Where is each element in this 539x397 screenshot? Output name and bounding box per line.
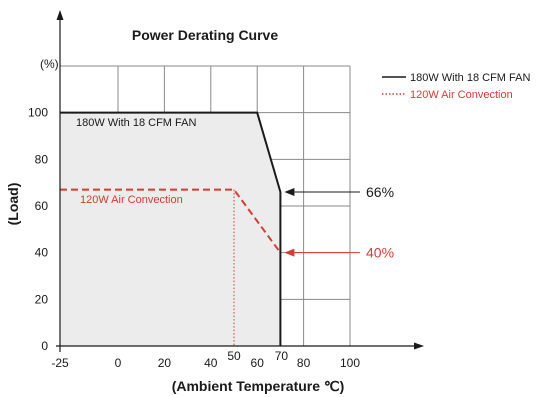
callout-40-label: 40% bbox=[366, 245, 394, 261]
y-axis-title: (Load) bbox=[5, 183, 21, 226]
x-tick-label: 100 bbox=[340, 356, 360, 370]
x-tick-label: 20 bbox=[158, 356, 172, 370]
legend-label: 120W Air Convection bbox=[410, 89, 513, 101]
marker-50-label: 50 bbox=[227, 349, 241, 363]
x-tick-label: 40 bbox=[204, 356, 218, 370]
callout-40-arrow bbox=[284, 248, 295, 257]
x-tick-label: 0 bbox=[115, 356, 122, 370]
y-axis-arrow bbox=[56, 10, 64, 20]
series-group bbox=[60, 111, 282, 346]
annotations: 180W With 18 CFM FAN 120W Air Convection 6… bbox=[76, 117, 394, 363]
note-fan: 180W With 18 CFM FAN bbox=[76, 117, 196, 129]
y-unit-label: (%) bbox=[40, 57, 59, 71]
y-tick-label: 20 bbox=[35, 292, 49, 306]
plot-fill bbox=[60, 112, 281, 347]
x-tick-label: -25 bbox=[51, 356, 69, 370]
series-line-convection bbox=[60, 188, 282, 254]
callout-66-arrow bbox=[284, 188, 295, 196]
y-tick-label: 60 bbox=[35, 199, 49, 213]
legend: 180W With 18 CFM FAN 120W Air Convection bbox=[382, 72, 530, 101]
derating-area bbox=[60, 112, 281, 347]
note-convection: 120W Air Convection bbox=[80, 194, 183, 206]
x-axis-title: (Ambient Temperature ℃) bbox=[172, 378, 345, 394]
x-tick-label: 80 bbox=[297, 356, 311, 370]
y-tick-label: 0 bbox=[41, 339, 48, 353]
legend-label: 180W With 18 CFM FAN bbox=[410, 72, 530, 84]
y-tick-label: 40 bbox=[35, 246, 49, 260]
chart-title: Power Derating Curve bbox=[132, 27, 278, 43]
marker-70-label: 70 bbox=[275, 349, 289, 363]
series-line-fan bbox=[60, 111, 282, 346]
callout-66-label: 66% bbox=[366, 184, 394, 200]
x-axis-arrow bbox=[414, 342, 424, 350]
x-tick-label: 60 bbox=[251, 356, 265, 370]
y-tick-label: 100 bbox=[28, 106, 48, 120]
axes bbox=[56, 10, 424, 352]
y-tick-label: 80 bbox=[35, 152, 49, 166]
